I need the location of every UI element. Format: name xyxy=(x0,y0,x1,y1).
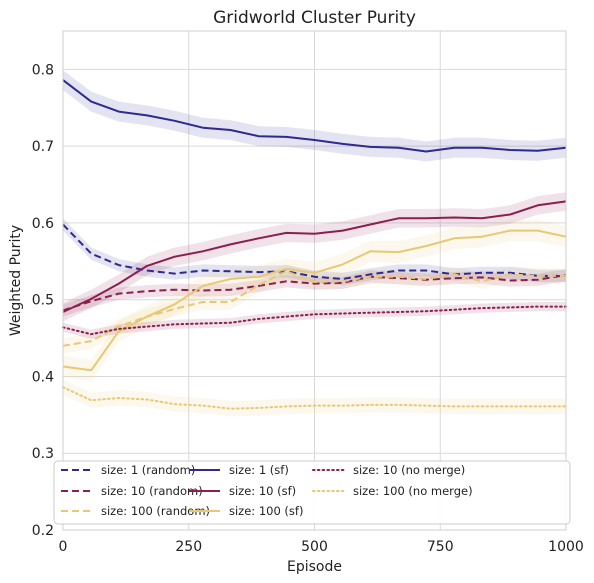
series-line-0 xyxy=(62,223,566,280)
chart-title: Gridworld Cluster Purity xyxy=(213,8,416,28)
x-tick-label: 1000 xyxy=(548,539,584,555)
series-band-0 xyxy=(63,218,566,286)
y-tick-label: 0.4 xyxy=(32,369,54,385)
y-axis-title: Weighted Purity xyxy=(8,225,24,336)
y-tick-label: 0.6 xyxy=(32,216,54,232)
x-tick-label: 500 xyxy=(301,539,328,555)
y-tick-label: 0.8 xyxy=(32,62,54,78)
plot-frame xyxy=(62,30,567,531)
x-tick-label: 250 xyxy=(175,539,202,555)
legend-label-7: size: 100 (no merge) xyxy=(353,484,473,498)
series-band-1 xyxy=(63,269,566,317)
series-line-7 xyxy=(62,386,567,410)
y-tick-label: 0.7 xyxy=(32,139,54,155)
x-tick-label: 750 xyxy=(427,539,454,555)
legend: size: 1 (random) size: 10 (random) size: 1… xyxy=(53,460,571,525)
x-axis-title: Episode xyxy=(287,559,342,575)
series-line-1 xyxy=(62,274,567,312)
series-band-3 xyxy=(63,70,566,162)
legend-label-6: size: 10 (no merge) xyxy=(353,463,465,477)
series-band-4 xyxy=(63,192,566,322)
legend-box xyxy=(53,460,571,525)
legend-label-4: size: 10 (sf) xyxy=(229,484,296,498)
series-band-5 xyxy=(63,219,566,382)
legend-label-2: size: 100 (random) xyxy=(101,504,210,518)
series-line-4 xyxy=(62,200,567,313)
series-band-7 xyxy=(63,379,566,417)
series-line-layer xyxy=(62,79,567,410)
legend-label-5: size: 100 (sf) xyxy=(229,504,303,518)
series-line-6 xyxy=(62,305,567,336)
series-line-3 xyxy=(62,79,567,153)
legend-label-0: size: 1 (random) xyxy=(101,463,195,477)
legend-label-3: size: 1 (sf) xyxy=(229,463,289,477)
series-line-5 xyxy=(62,229,567,372)
y-tick-label: 0.2 xyxy=(32,523,54,539)
legend-label-1: size: 10 (random) xyxy=(101,484,203,498)
tick-label-layer: 0 250 500 750 1000 0.2 0.3 0.4 0.5 0.6 0.7 0.8 xyxy=(32,62,584,555)
x-tick-label: 0 xyxy=(59,539,68,555)
y-tick-label: 0.5 xyxy=(32,293,54,309)
y-tick-label: 0.3 xyxy=(32,446,54,462)
